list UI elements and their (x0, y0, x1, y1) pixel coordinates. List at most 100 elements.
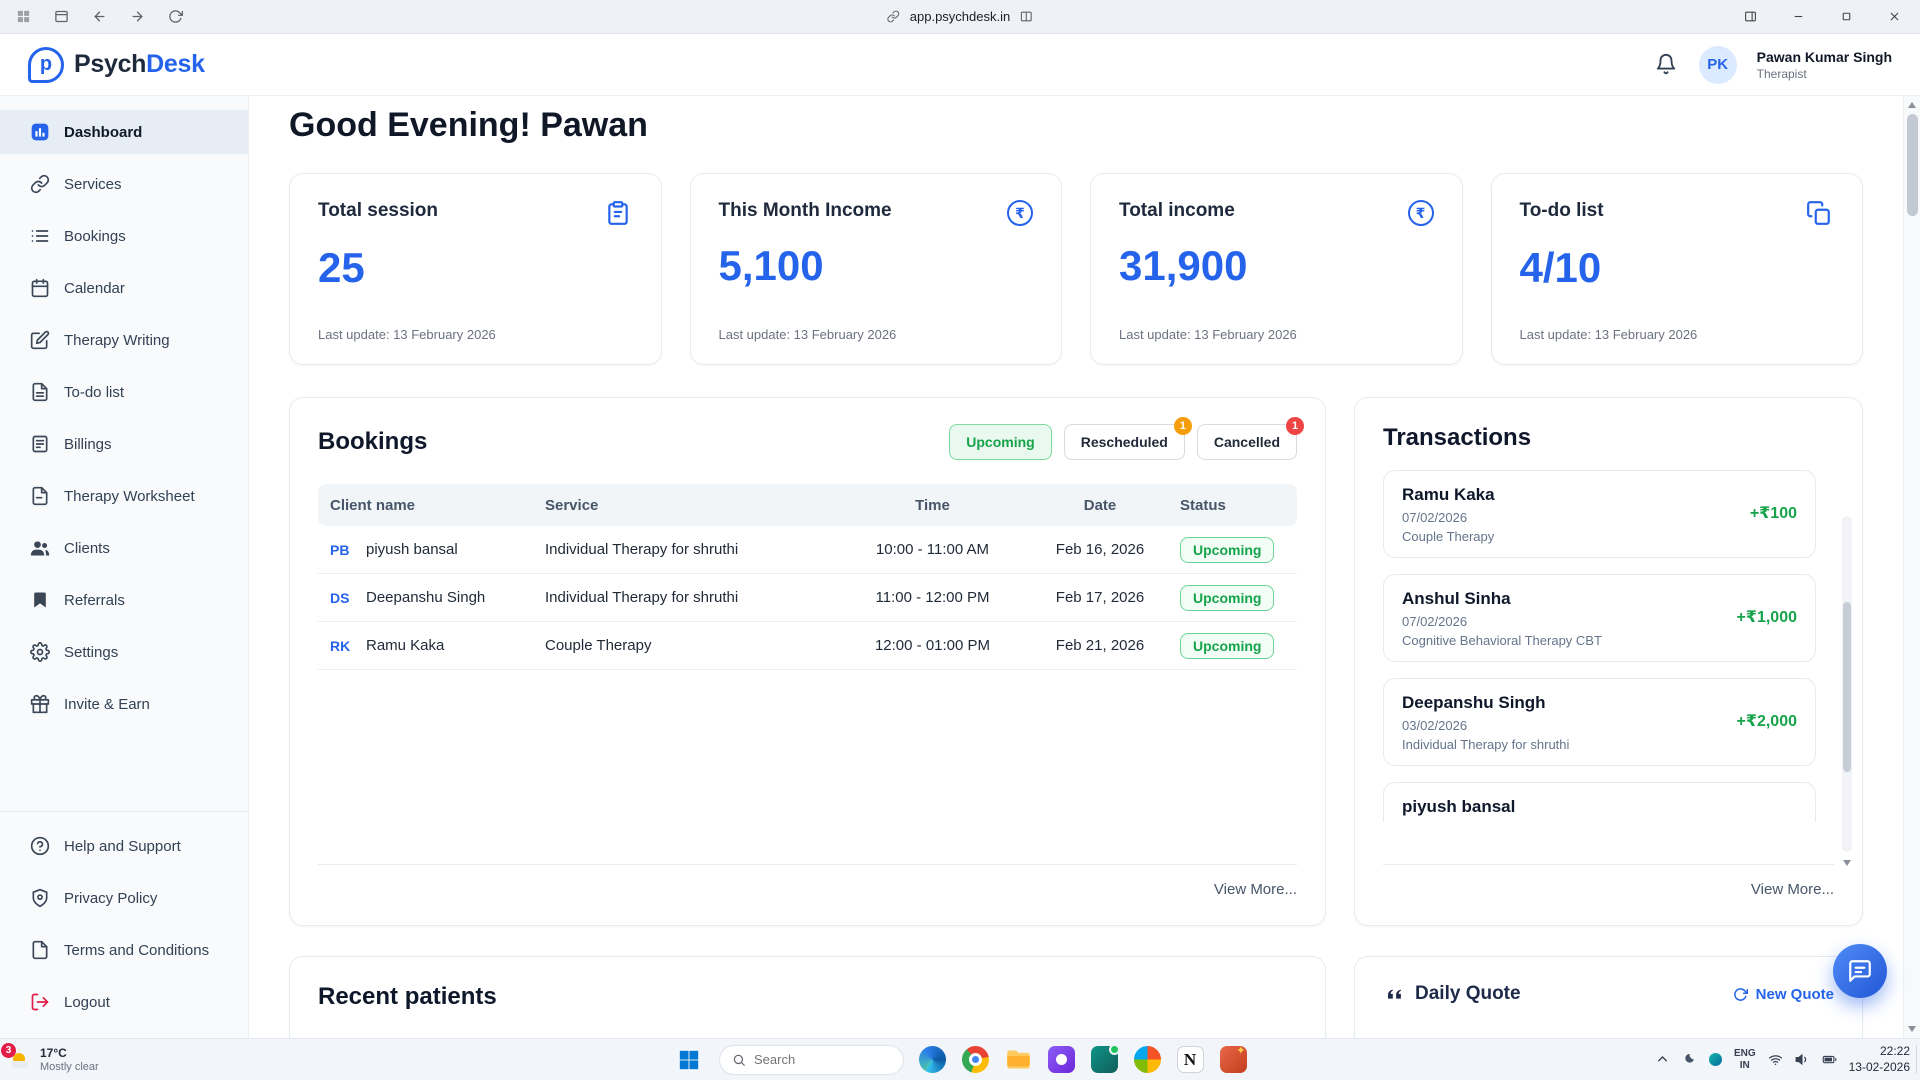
service-name: Couple Therapy (545, 637, 652, 654)
table-row[interactable]: RK Ramu Kaka Couple Therapy 12:00 - 01:0… (318, 622, 1297, 670)
table-row[interactable]: DS Deepanshu Singh Individual Therapy fo… (318, 574, 1297, 622)
transaction-item[interactable]: Ramu Kaka 07/02/2026 Couple Therapy +₹10… (1383, 470, 1816, 558)
sidebar-item-label: Bookings (64, 227, 126, 245)
sidebar-item-therapy-writing[interactable]: Therapy Writing (0, 318, 248, 362)
sidebar-item-calendar[interactable]: Calendar (0, 266, 248, 310)
transactions-view-more-link[interactable]: View More... (1750, 881, 1834, 898)
chat-fab-button[interactable] (1833, 944, 1887, 998)
taskbar-search-box[interactable] (719, 1044, 904, 1075)
column-status: Status (1180, 496, 1226, 514)
sidebar-item-label: Calendar (64, 279, 125, 297)
referral-badge-icon (30, 590, 50, 610)
bookings-title: Bookings (318, 428, 428, 455)
taskbar-app-notion-icon[interactable] (1175, 1045, 1205, 1075)
show-desktop-button[interactable] (1916, 1045, 1920, 1074)
sidebar-item-terms-conditions[interactable]: Terms and Conditions (0, 928, 248, 972)
maximize-button[interactable] (1826, 2, 1866, 32)
sidebar-item-therapy-worksheet[interactable]: Therapy Worksheet (0, 474, 248, 518)
transaction-name: Anshul Sinha (1402, 589, 1511, 608)
volume-icon[interactable] (1795, 1052, 1810, 1067)
bookings-view-more-link[interactable]: View More... (1213, 881, 1297, 898)
transaction-item[interactable]: Anshul Sinha 07/02/2026 Cognitive Behavi… (1383, 574, 1816, 662)
transaction-service: Individual Therapy for shruthi (1402, 737, 1570, 752)
tray-app-icon[interactable] (1708, 1053, 1722, 1066)
sidebar-item-referrals[interactable]: Referrals (0, 578, 248, 622)
sidebar-item-dashboard[interactable]: Dashboard (0, 110, 248, 154)
minimize-button[interactable] (1778, 2, 1818, 32)
sidebar-item-privacy-policy[interactable]: Privacy Policy (0, 876, 248, 920)
status-badge: Upcoming (1180, 536, 1275, 563)
app-header: PsychDesk PK Pawan Kumar Singh Therapist (0, 34, 1920, 96)
brand-name-primary: Psych (74, 50, 147, 78)
tray-moon-icon[interactable] (1682, 1052, 1697, 1067)
sidebar-item-services[interactable]: Services (0, 162, 248, 206)
table-row[interactable]: PB piyush bansal Individual Therapy for … (318, 526, 1297, 574)
column-time: Time (915, 496, 950, 514)
taskbar-app-file-explorer-icon[interactable] (1003, 1045, 1033, 1075)
page-scrollbar-thumb[interactable] (1907, 114, 1918, 216)
taskbar-app-edge-icon[interactable] (917, 1045, 947, 1075)
brand-logo[interactable]: PsychDesk (28, 46, 205, 83)
transaction-item[interactable]: Deepanshu Singh 03/02/2026 Individual Th… (1383, 678, 1816, 766)
scroll-down-arrow-icon[interactable] (1908, 1026, 1916, 1032)
sidebar-item-label: Logout (64, 993, 110, 1011)
start-button[interactable] (672, 1043, 706, 1077)
stat-title: To-do list (1519, 200, 1604, 221)
tab-upcoming[interactable]: Upcoming (949, 424, 1052, 460)
browser-app-icon[interactable] (14, 8, 32, 26)
taskbar-app-chrome-icon[interactable] (960, 1045, 990, 1075)
user-role: Therapist (1756, 66, 1807, 81)
tab-rescheduled[interactable]: Rescheduled 1 (1063, 417, 1192, 460)
scroll-down-arrow-icon[interactable] (1843, 860, 1851, 866)
taskbar-app-icon-purple[interactable] (1046, 1045, 1076, 1075)
tray-chevron-up-icon[interactable] (1655, 1052, 1670, 1067)
new-quote-button[interactable]: New Quote (1733, 986, 1834, 1003)
reload-button[interactable] (166, 8, 184, 26)
user-avatar[interactable]: PK (1698, 45, 1737, 84)
wifi-icon[interactable] (1768, 1052, 1783, 1067)
taskbar-app-icon-orange[interactable] (1218, 1044, 1248, 1075)
rescheduled-count-badge: 1 (1173, 417, 1192, 435)
search-input[interactable] (754, 1052, 891, 1067)
transactions-title: Transactions (1383, 424, 1532, 451)
taskbar-clock[interactable]: 22:22 13-02-2026 (1849, 1044, 1910, 1075)
sidebar-item-help-support[interactable]: Help and Support (0, 824, 248, 868)
transactions-scrollbar-thumb[interactable] (1843, 602, 1851, 772)
transactions-panel: Transactions Ramu Kaka 07/02/2026 Couple… (1354, 397, 1863, 926)
stat-title: This Month Income (718, 200, 892, 221)
notifications-bell-icon[interactable] (1655, 53, 1679, 77)
language-region: IN (1739, 1059, 1750, 1071)
close-button[interactable] (1874, 2, 1914, 32)
stat-title: Total income (1119, 200, 1235, 221)
rupee-icon (1407, 200, 1434, 226)
url-text[interactable]: app.psychdesk.in (909, 9, 1011, 24)
sidebar-item-todo-list[interactable]: To-do list (0, 370, 248, 414)
side-panel-icon[interactable] (1730, 2, 1770, 32)
transactions-scrollbar[interactable] (1842, 516, 1852, 866)
back-button[interactable] (90, 8, 108, 26)
tab-list-icon[interactable] (52, 8, 70, 26)
client-name: piyush bansal (366, 541, 458, 558)
sidebar-item-settings[interactable]: Settings (0, 630, 248, 674)
sidebar-item-billings[interactable]: Billings (0, 422, 248, 466)
tab-cancelled[interactable]: Cancelled 1 (1196, 417, 1304, 460)
sidebar-item-label: Privacy Policy (64, 889, 158, 907)
split-screen-icon[interactable] (1020, 10, 1033, 23)
taskbar-app-icon-teal[interactable] (1089, 1043, 1120, 1075)
scroll-up-arrow-icon[interactable] (1908, 102, 1916, 108)
language-indicator[interactable]: ENG IN (1734, 1048, 1756, 1071)
forward-button[interactable] (128, 8, 146, 26)
sidebar-item-invite-earn[interactable]: Invite & Earn (0, 682, 248, 726)
battery-icon[interactable] (1822, 1052, 1837, 1067)
taskbar-app-icon-pinwheel[interactable] (1132, 1045, 1162, 1075)
sidebar-item-bookings[interactable]: Bookings (0, 214, 248, 258)
stat-value: 25 (318, 244, 365, 291)
page-scrollbar[interactable] (1903, 96, 1920, 1038)
worksheet-icon (30, 486, 50, 506)
status-badge: Upcoming (1180, 584, 1275, 611)
sidebar-item-logout[interactable]: Logout (0, 980, 248, 1024)
taskbar-weather-widget[interactable]: 3 17°C Mostly clear (1, 1042, 99, 1073)
transaction-item[interactable]: piyush bansal (1383, 782, 1816, 822)
sidebar-item-clients[interactable]: Clients (0, 526, 248, 570)
